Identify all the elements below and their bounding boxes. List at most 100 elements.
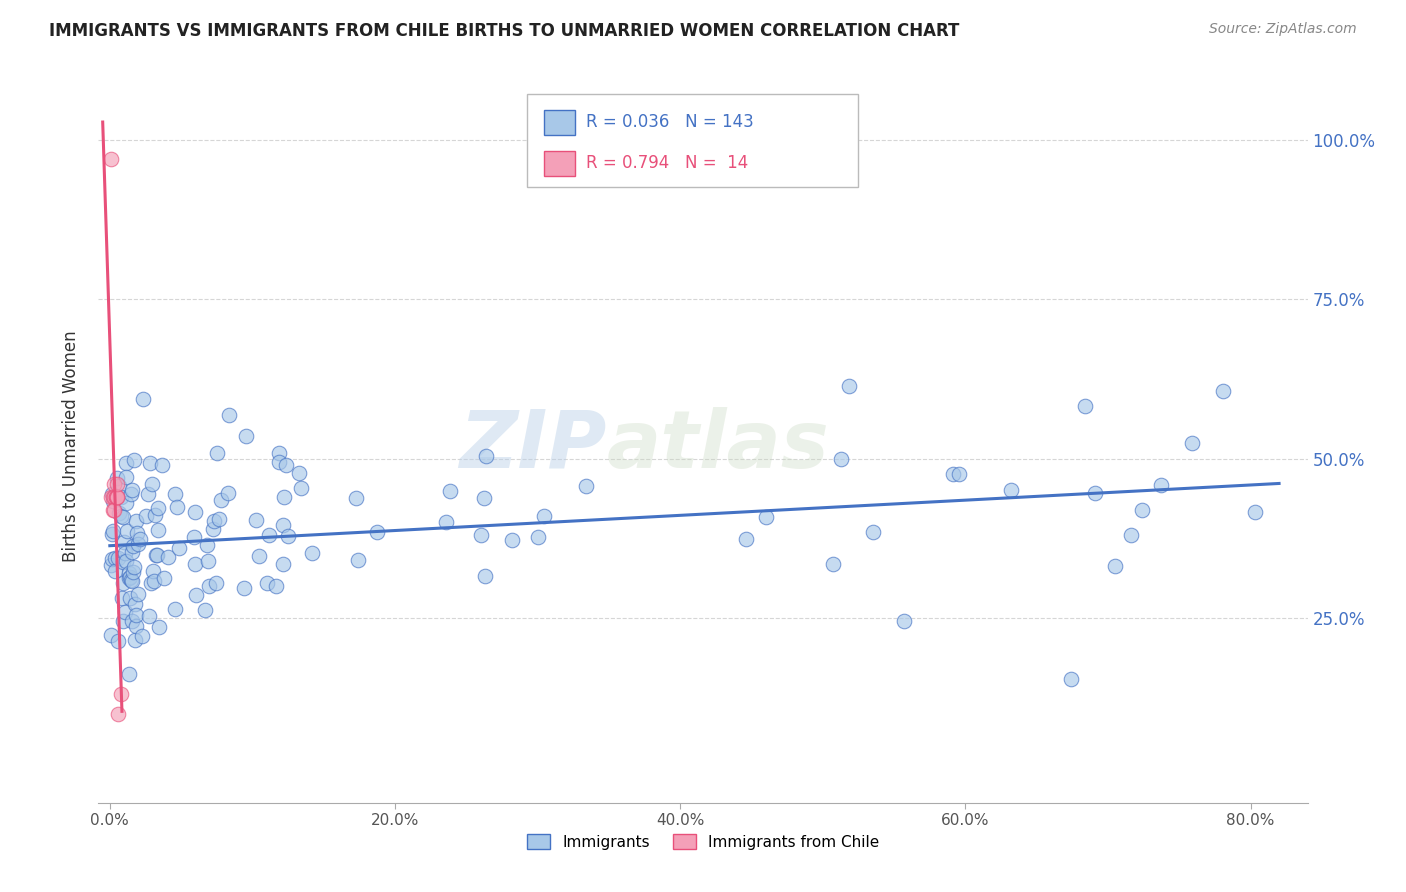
Point [1084,486,1107,500]
Point [142,564,165,578]
Point [146,524,169,538]
Point [235,429,257,443]
Point [121,565,143,579]
Point [893,614,915,628]
Point [247,549,270,564]
Point [118,591,141,606]
Point [100,490,122,504]
Point [1244,505,1267,519]
Point [184,588,207,602]
Point [163,602,186,616]
Point [217,485,239,500]
Point [103,524,125,538]
Point [110,490,132,504]
Point [121,483,143,497]
Point [131,392,153,406]
Legend: Immigrants, Immigrants from Chile: Immigrants, Immigrants from Chile [520,828,886,855]
Point [136,487,159,501]
Text: IMMIGRANTS VS IMMIGRANTS FROM CHILE BIRTHS TO UNMARRIED WOMEN CORRELATION CHART: IMMIGRANTS VS IMMIGRANTS FROM CHILE BIRT… [49,22,959,40]
Point [533,509,555,524]
Point [344,491,367,505]
Point [1104,558,1126,573]
Point [1060,672,1083,686]
Text: ZIP: ZIP [458,407,606,485]
Point [107,551,129,566]
Point [197,554,219,568]
Point [122,560,145,574]
Point [1000,483,1022,497]
Point [434,515,457,529]
Point [142,574,165,589]
Point [125,607,148,622]
Point [115,470,138,484]
Point [194,603,217,617]
Point [105,490,128,504]
Text: Source: ZipAtlas.com: Source: ZipAtlas.com [1209,22,1357,37]
Point [125,618,148,632]
Point [100,527,122,541]
Point [218,409,240,423]
Point [120,573,142,587]
Point [1150,478,1173,492]
Point [205,576,228,591]
Point [108,479,131,493]
Point [138,608,160,623]
Point [115,456,138,470]
Point [115,524,138,538]
Point [165,487,187,501]
Point [127,586,149,600]
Point [256,576,278,591]
Point [862,524,884,539]
Point [169,541,191,556]
Point [114,554,136,568]
Point [501,533,523,547]
Point [115,495,138,509]
Point [474,569,496,583]
Point [208,511,231,525]
Point [245,513,267,527]
Point [830,451,852,466]
Point [942,467,965,481]
Point [110,509,132,524]
Point [232,582,254,596]
Point [118,571,141,585]
Point [202,514,225,528]
Point [114,605,136,619]
Point [127,526,149,541]
Point [474,449,496,463]
Point [101,552,124,566]
Point [141,476,163,491]
Point [111,576,134,591]
Point [139,575,162,590]
Point [439,483,461,498]
Point [121,614,143,628]
Point [111,555,134,569]
Point [198,579,221,593]
Point [183,530,205,544]
Y-axis label: Births to Unmarried Women: Births to Unmarried Women [62,330,80,562]
Point [110,688,132,702]
Point [111,591,134,605]
Point [288,467,311,481]
Point [135,508,157,523]
Point [124,633,146,648]
Point [120,570,142,584]
Point [838,378,860,392]
Point [184,557,207,571]
Point [100,153,122,167]
Point [1121,528,1143,542]
Point [755,510,778,524]
Point [346,552,368,566]
Point [156,549,179,564]
Point [125,514,148,528]
Point [277,529,299,543]
Point [118,666,141,681]
Point [150,458,173,472]
Point [111,614,134,628]
Point [120,486,142,500]
Point [271,557,294,571]
Point [267,445,290,459]
Point [122,539,145,553]
Point [264,579,287,593]
Point [103,490,125,504]
